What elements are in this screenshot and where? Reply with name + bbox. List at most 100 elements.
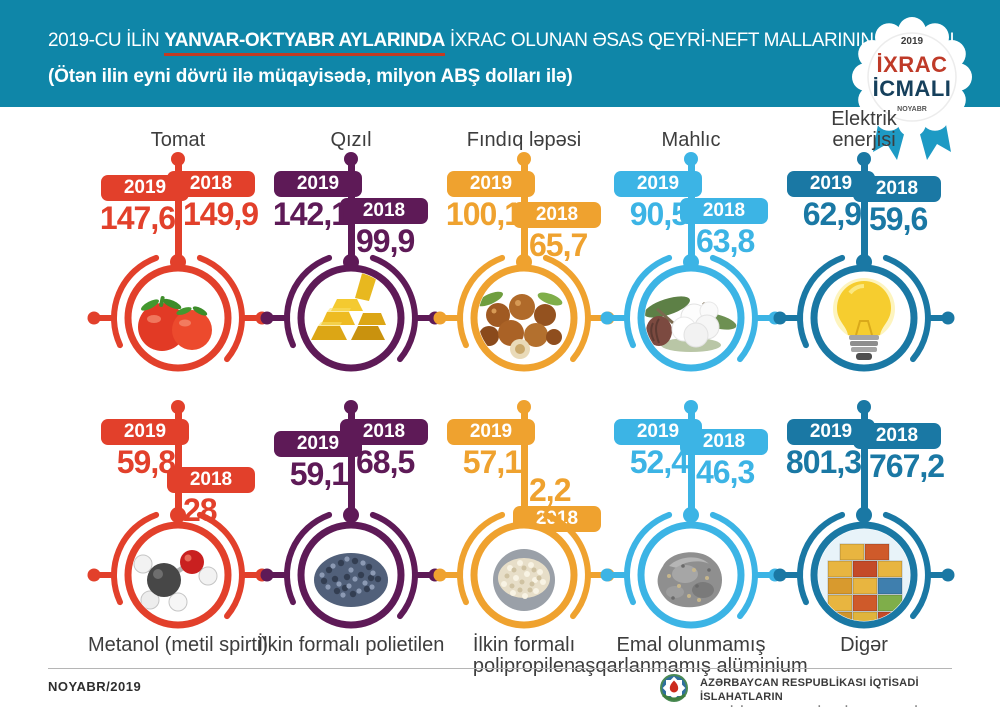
gauge-ring xyxy=(259,243,443,393)
product-qizil: Qızıl 2019 2018 142,1 99,9 xyxy=(261,115,441,395)
product-elektrik-enerjisi: Elektrik enerjisi 2019 2018 62,9 59,6 xyxy=(772,108,956,395)
value-2019: 801,3 xyxy=(785,444,862,480)
gauge-ring xyxy=(772,243,956,393)
value-2018: 63,8 xyxy=(696,223,755,259)
value-2018: 59,6 xyxy=(869,201,928,237)
header-band: 2019-CU İLİN YANVAR-OKTYABR AYLARINDA İX… xyxy=(0,0,1000,107)
value-2018: 767,2 xyxy=(869,448,945,484)
stem-bottom-dot xyxy=(683,507,699,523)
gauge-ring xyxy=(432,500,616,650)
hazelnuts-image xyxy=(478,291,563,359)
footer-divider xyxy=(48,668,952,669)
product-findiq-lepesi: Fındıq ləpəsi 2019 2018 100,1 65,7 xyxy=(434,115,614,395)
badge-month: NOYABR xyxy=(897,106,927,113)
value-2019: 62,9 xyxy=(802,196,862,232)
product-polipropilen: 2019 2018 57,1 2,2 xyxy=(432,395,616,677)
product-name: İlkin formalı polipropilen xyxy=(472,634,576,678)
year-tag-2019: 2019 xyxy=(447,419,535,445)
stem-line xyxy=(860,159,868,262)
product-name: Fındıq ləpəsi xyxy=(466,128,582,151)
product-name: Digər xyxy=(840,634,888,656)
cotton-image xyxy=(645,296,737,352)
stem-line xyxy=(174,407,182,517)
footer-date: NOYABR/2019 xyxy=(48,679,142,694)
badge-rosette-icon xyxy=(852,17,972,160)
product-mahlic: Mahlıc 2019 2018 90,5 63,8 xyxy=(601,115,781,395)
stem-line xyxy=(520,407,528,517)
value-2019: 57,1 xyxy=(462,444,522,480)
year-tag-2018: 2018 xyxy=(680,198,768,224)
year-tag-2019: 2019 xyxy=(101,419,189,445)
footer-org-line2: TƏHLİLİ VƏ KOMMUNİKASİYA MƏRKƏZİ xyxy=(700,705,1000,707)
value-2018: 65,7 xyxy=(529,227,588,263)
year-tag-2018: 2018 xyxy=(167,467,255,493)
value-2018: 68,5 xyxy=(356,444,415,480)
value-2018: 149,9 xyxy=(183,196,259,232)
gauge-ring xyxy=(86,243,270,393)
year-tag-2019: 2019 xyxy=(614,171,702,197)
badge-year: 2019 xyxy=(900,36,924,47)
stem-line xyxy=(860,407,868,517)
gauge-ring xyxy=(432,243,616,393)
product-name: Emal olunmamış aşqarlanmamış alüminium xyxy=(574,634,808,678)
page-title: 2019-CU İLİN YANVAR-OKTYABR AYLARINDA İX… xyxy=(48,30,955,56)
polyethylene-pellets-image xyxy=(314,553,388,607)
tomatoes-image xyxy=(138,296,212,351)
value-2019: 59,8 xyxy=(116,444,176,480)
stem-line xyxy=(174,159,182,262)
title-prefix: 2019-CU İLİN xyxy=(48,30,160,51)
stem-bottom-dot xyxy=(856,507,872,523)
footer-organization: AZƏRBAYCAN RESPUBLİKASI İQTİSADİ İSLAHAT… xyxy=(700,676,1000,707)
year-tag-2018: 2018 xyxy=(853,176,941,202)
value-2019: 90,5 xyxy=(629,196,689,232)
value-2019: 59,1 xyxy=(289,456,349,492)
gauge-ring xyxy=(86,500,270,650)
aluminium-ore-image xyxy=(657,552,722,608)
product-polietilen: 2019 2018 59,1 68,5 xyxy=(258,395,444,675)
product-name: Metanol (metil spirti) xyxy=(87,634,269,656)
year-tag-2018: 2018 xyxy=(513,202,601,228)
value-2019: 147,6 xyxy=(99,200,176,236)
title-highlight: YANVAR-OKTYABR AYLARINDA xyxy=(164,30,445,56)
light-bulb-image xyxy=(833,278,895,360)
product-name: Tomat xyxy=(150,128,206,151)
stem-bottom-dot xyxy=(170,507,186,523)
value-2019: 142,1 xyxy=(272,196,349,232)
gauge-ring xyxy=(259,500,443,650)
methanol-molecule-image xyxy=(133,550,218,612)
footer-org-line1: AZƏRBAYCAN RESPUBLİKASI İQTİSADİ İSLAHAT… xyxy=(700,677,919,704)
value-2018: 99,9 xyxy=(356,223,415,259)
gauge-ring xyxy=(599,500,783,650)
shipping-containers-image xyxy=(818,529,910,621)
page-subtitle: (Ötən ilin eyni dövrü ilə müqayisədə, mi… xyxy=(48,66,573,87)
year-tag-2018: 2018 xyxy=(340,198,428,224)
product-tomat: Tomat 2019 2018 147,6 149,9 xyxy=(88,115,268,395)
gold-bars-image xyxy=(311,272,386,340)
product-metanol: 2019 2018 59,8 28 xyxy=(88,395,268,675)
value-2018: 46,3 xyxy=(696,454,755,490)
product-name: Elektrik enerjisi xyxy=(831,107,897,151)
badge-line1: İXRAC xyxy=(876,52,948,77)
year-tag-2018: 2018 xyxy=(167,171,255,197)
badge-line2: İCMALI xyxy=(872,76,952,101)
product-name: Mahlıc xyxy=(661,128,721,151)
product-diger: 2019 2018 801,3 767,2 Digər xyxy=(774,395,954,675)
value-2018: 2,2 xyxy=(529,472,571,508)
year-tag-2019: 2019 xyxy=(274,171,362,197)
year-tag-2019: 2019 xyxy=(447,171,535,197)
title-suffix: İXRAC OLUNAN ƏSAS QEYRİ-NEFT MALLARININ … xyxy=(449,30,955,51)
year-tag-2018: 2018 xyxy=(853,423,941,449)
product-name: Qızıl xyxy=(330,128,372,151)
value-2019: 100,1 xyxy=(445,196,522,232)
gauge-ring xyxy=(599,243,783,393)
state-emblem-icon xyxy=(660,674,688,702)
year-tag-2018: 2018 xyxy=(680,429,768,455)
stem-line xyxy=(347,407,355,517)
stem-bottom-dot xyxy=(343,507,359,523)
year-tag-2018: 2018 xyxy=(340,419,428,445)
product-aluminium: 2019 2018 52,4 46,3 Emal olunmamış aşqa xyxy=(574,395,808,677)
value-2019: 52,4 xyxy=(629,444,689,480)
stem-line xyxy=(687,407,695,517)
gauge-ring xyxy=(772,500,956,650)
